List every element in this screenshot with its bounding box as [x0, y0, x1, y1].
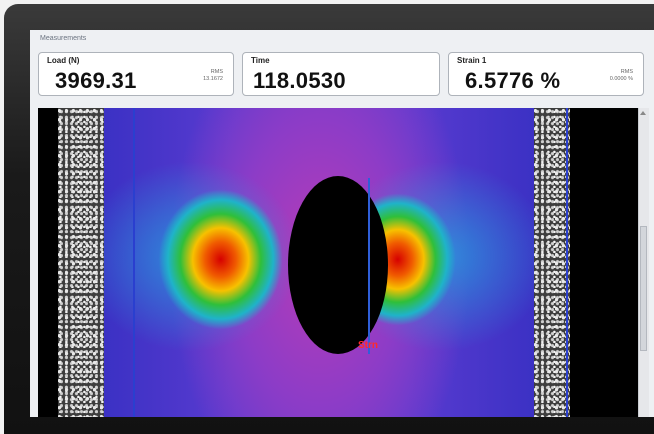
extensometer-line[interactable] [368, 178, 370, 354]
strain-rms: RMS 0.0000 % [610, 69, 633, 83]
vertical-scrollbar[interactable] [638, 108, 649, 417]
strain-label: Strain 1 [457, 56, 487, 65]
time-label: Time [251, 56, 270, 65]
specimen-hole [288, 176, 388, 354]
software-window: Measurements Load (N) 3969.31 RMS 13.167… [30, 30, 654, 417]
strain-measurement-box: Strain 1 6.5776 % RMS 0.0000 % [448, 52, 644, 96]
scroll-thumb[interactable] [640, 226, 647, 351]
specimen-right-edge [534, 108, 570, 417]
strain-value: 6.5776 % [465, 68, 561, 93]
load-measurement-box: Load (N) 3969.31 RMS 13.1672 [38, 52, 234, 96]
strain-map-view[interactable]: Strn [38, 108, 638, 417]
left-boundary-line [133, 108, 135, 417]
load-value: 3969.31 [55, 68, 137, 93]
time-value: 118.0530 [253, 68, 346, 93]
strain-gauge-label: Strn [358, 340, 378, 351]
load-rms: RMS 13.1672 [203, 69, 223, 83]
load-label: Load (N) [47, 56, 80, 65]
right-boundary-line [566, 108, 568, 417]
measurements-panel-title: Measurements [40, 35, 87, 42]
strain-rms-label: RMS [620, 69, 633, 75]
load-rms-value: 13.1672 [203, 76, 223, 82]
time-measurement-box: Time 118.0530 [242, 52, 440, 96]
strain-rms-value: 0.0000 % [609, 76, 633, 82]
scroll-up-arrow-icon[interactable] [640, 111, 646, 115]
load-rms-label: RMS [210, 69, 223, 75]
specimen-left-edge [58, 108, 106, 417]
